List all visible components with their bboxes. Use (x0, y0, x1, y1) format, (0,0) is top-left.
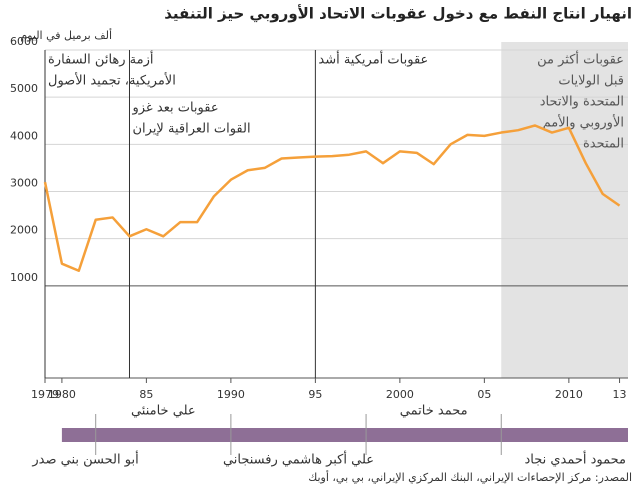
x-tick-label: 05 (477, 388, 491, 401)
y-tick-label: 6000 (10, 35, 38, 48)
annotation-text: عقوبات أمريكية أشد (318, 51, 428, 68)
president-name: أبو الحسن بني صدر (31, 451, 138, 468)
president-name: محمد خاتمي (400, 404, 468, 419)
annotation-text: أزمة رهائن السفارة (48, 51, 154, 68)
x-tick-label: 2010 (555, 388, 583, 401)
y-axis-label: ألف برميل في اليوم (20, 28, 112, 42)
annotation-text: المتحدة والاتحاد (540, 95, 624, 110)
y-tick-label: 1000 (10, 271, 38, 284)
x-tick-label: 13 (613, 388, 627, 401)
president-name: علي خامنئي (131, 404, 196, 419)
annotation-text: قبل الولايات (558, 74, 624, 89)
x-tick-label: 1979 (31, 388, 59, 401)
x-tick-label: 1980 (48, 388, 76, 401)
president-name: علي أكبر هاشمي رفسنجاني (223, 451, 374, 468)
term-bar (366, 428, 502, 442)
term-bar (95, 428, 231, 442)
annotation-text: عقوبات بعد غزو (131, 101, 218, 116)
y-tick-label: 5000 (10, 82, 38, 95)
annotation-text: القوات العراقية لإيران (132, 122, 250, 137)
x-tick-label: 2000 (386, 388, 414, 401)
annotation-text: المتحدة (583, 137, 624, 152)
annotation-text: عقوبات أكثر من (537, 51, 624, 68)
term-bar (230, 428, 367, 442)
term-bar (501, 428, 628, 442)
annotation-text: الأوروبي والأمم (543, 114, 624, 131)
data-line (43, 124, 621, 272)
source: المصدر: مركز الإحصاءات الإيراني، البنك ا… (308, 470, 632, 484)
shaded-region (501, 42, 628, 378)
x-tick-label: 85 (139, 388, 153, 401)
chart-title: انهيار انتاج النفط مع دخول عقوبات الاتحا… (164, 5, 632, 23)
y-tick-label: 4000 (10, 129, 38, 142)
x-tick-label: 1990 (217, 388, 245, 401)
x-tick-label: 95 (308, 388, 322, 401)
term-bar (61, 428, 96, 442)
annotation-text: الأمريكية، تجميد الأصول (48, 72, 176, 89)
president-name: محمود أحمدي نجاد (524, 451, 626, 468)
y-tick-label: 2000 (10, 224, 38, 237)
y-tick-label: 3000 (10, 177, 38, 190)
